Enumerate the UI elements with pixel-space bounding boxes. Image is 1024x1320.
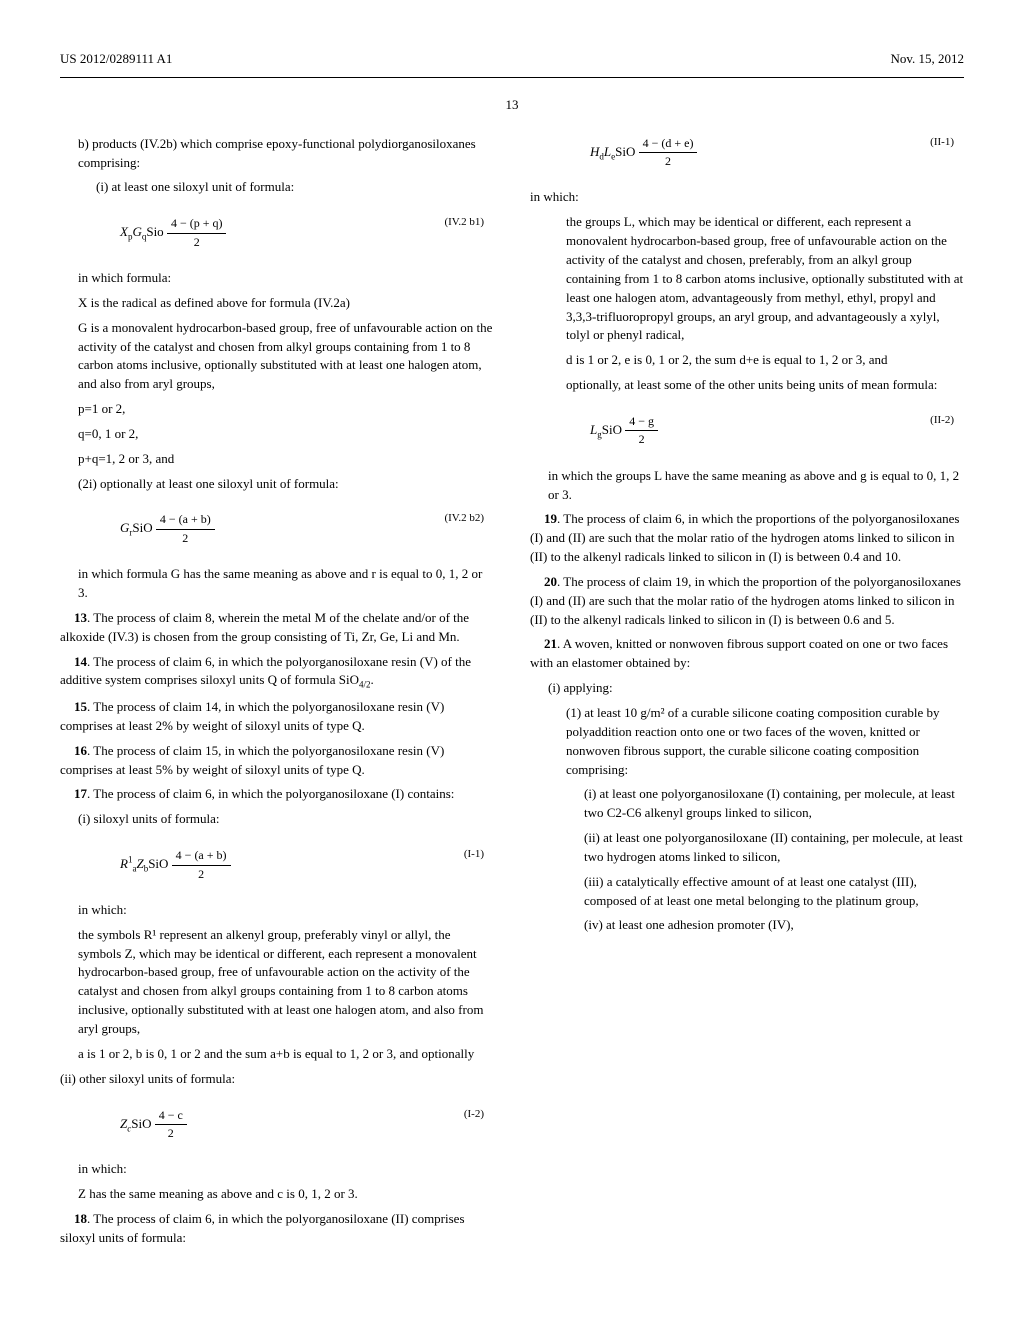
- in-which-formula: in which formula:: [60, 269, 494, 288]
- formula-label: (I-1): [464, 847, 484, 863]
- formula-i1: (I-1) R1aZbSiO 4 − (a + b)2: [120, 847, 494, 883]
- claim-21-1-ii: (ii) at least one polyorganosiloxane (II…: [530, 829, 964, 867]
- formula-label: (II-1): [930, 135, 954, 151]
- claim-17-i: (i) siloxyl units of formula:: [60, 810, 494, 829]
- optional-units: optionally, at least some of the other u…: [530, 376, 964, 395]
- page-header: US 2012/0289111 A1 Nov. 15, 2012: [60, 50, 964, 69]
- p-definition: p=1 or 2,: [60, 400, 494, 419]
- formula-label: (IV.2 b1): [444, 215, 484, 231]
- formula-label: (I-2): [464, 1107, 484, 1123]
- claim-21-1-iv: (iv) at least one adhesion promoter (IV)…: [530, 916, 964, 935]
- claim-21-1-iii: (iii) a catalytically effective amount o…: [530, 873, 964, 911]
- r-definition: the symbols R¹ represent an alkenyl grou…: [60, 926, 494, 1039]
- claim-20: 20. The process of claim 19, in which th…: [530, 573, 964, 630]
- g-definition: G is a monovalent hydrocarbon-based grou…: [60, 319, 494, 394]
- claim-14: 14. The process of claim 6, in which the…: [60, 653, 494, 692]
- claim-19: 19. The process of claim 6, in which the…: [530, 510, 964, 567]
- pq-definition: p+q=1, 2 or 3, and: [60, 450, 494, 469]
- item-b-2i: (2i) optionally at least one siloxyl uni…: [60, 475, 494, 494]
- claim-17: 17. The process of claim 6, in which the…: [60, 785, 494, 804]
- publication-number: US 2012/0289111 A1: [60, 50, 172, 69]
- formula-ii2: (II-2) LgSiO 4 − g2: [590, 413, 964, 449]
- claim-21-i: (i) applying:: [530, 679, 964, 698]
- z-definition: Z has the same meaning as above and c is…: [60, 1185, 494, 1204]
- l-definition: the groups L, which may be identical or …: [530, 213, 964, 345]
- claim-13: 13. The process of claim 8, wherein the …: [60, 609, 494, 647]
- x-definition: X is the radical as defined above for fo…: [60, 294, 494, 313]
- formula-iv2b2: (IV.2 b2) GrSiO 4 − (a + b)2: [120, 511, 494, 547]
- claim-21-1-i: (i) at least one polyorganosiloxane (I) …: [530, 785, 964, 823]
- q-definition: q=0, 1 or 2,: [60, 425, 494, 444]
- d-definition: d is 1 or 2, e is 0, 1 or 2, the sum d+e…: [530, 351, 964, 370]
- header-rule: [60, 77, 964, 78]
- publication-date: Nov. 15, 2012: [890, 50, 964, 69]
- formula-label: (II-2): [930, 413, 954, 429]
- claim-16: 16. The process of claim 15, in which th…: [60, 742, 494, 780]
- item-b-intro: b) products (IV.2b) which comprise epoxy…: [60, 135, 494, 173]
- a-definition: a is 1 or 2, b is 0, 1 or 2 and the sum …: [60, 1045, 494, 1064]
- formula-label: (IV.2 b2): [444, 511, 484, 527]
- claim-21-1: (1) at least 10 g/m² of a curable silico…: [530, 704, 964, 779]
- claim-21: 21. A woven, knitted or nonwoven fibrous…: [530, 635, 964, 673]
- claim-18: 18. The process of claim 6, in which the…: [60, 1210, 494, 1248]
- page-number: 13: [60, 96, 964, 115]
- in-which-ii1: in which:: [530, 188, 964, 207]
- formula-ii1: (II-1) HdLeSiO 4 − (d + e)2: [590, 135, 964, 171]
- formula-i2: (I-2) ZcSiO 4 − c2: [120, 1107, 494, 1143]
- item-b-i: (i) at least one siloxyl unit of formula…: [60, 178, 494, 197]
- formula-iv2b1: (IV.2 b1) XpGqSio 4 − (p + q)2: [120, 215, 494, 251]
- formula-ii2-after: in which the groups L have the same mean…: [530, 467, 964, 505]
- claim-15: 15. The process of claim 14, in which th…: [60, 698, 494, 736]
- in-which-i1: in which:: [60, 901, 494, 920]
- in-which-i2: in which:: [60, 1160, 494, 1179]
- formula-iv2b2-after: in which formula G has the same meaning …: [60, 565, 494, 603]
- two-column-body: b) products (IV.2b) which comprise epoxy…: [60, 135, 964, 1265]
- item-ii-intro: (ii) other siloxyl units of formula:: [60, 1070, 494, 1089]
